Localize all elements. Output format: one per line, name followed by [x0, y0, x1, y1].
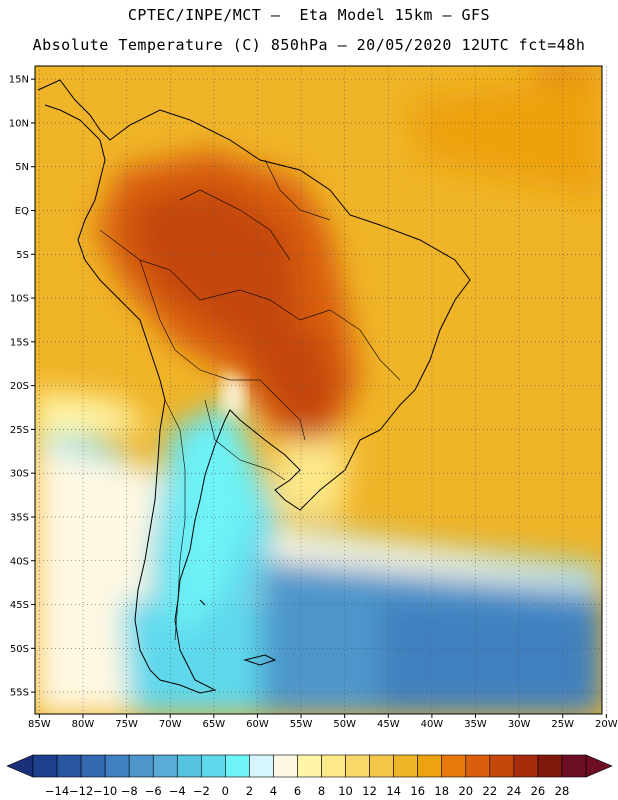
- lat-tick-label: 5S: [16, 250, 29, 261]
- colorbar-swatch: [249, 754, 274, 778]
- colorbar-swatch: [441, 754, 467, 778]
- lon-tick-label: 55W: [290, 719, 313, 730]
- colorbar-swatch: [104, 754, 130, 778]
- colorbar-label: −2: [193, 784, 210, 798]
- colorbar-swatch: [152, 754, 178, 778]
- colorbar-swatch: [489, 754, 515, 778]
- title-line-1: CPTEC/INPE/MCT – Eta Model 15km – GFS: [127, 6, 491, 24]
- colorbar-swatch: [128, 754, 154, 778]
- lat-tick-label: 25S: [10, 425, 29, 436]
- temperature-field: [35, 66, 602, 714]
- colorbar-label: 14: [386, 784, 401, 798]
- colorbar-label: 18: [434, 784, 449, 798]
- colorbar-label: 24: [507, 784, 522, 798]
- colorbar-swatch: [176, 754, 202, 778]
- lat-tick-label: 15N: [9, 75, 29, 86]
- colorbar-label: 12: [362, 784, 377, 798]
- lat-tick-label: 45S: [10, 600, 29, 611]
- lat-tick-label: 20S: [10, 381, 29, 392]
- lon-tick-label: 85W: [28, 719, 51, 730]
- lon-tick-label: 40W: [421, 719, 444, 730]
- colorbar-label: 10: [338, 784, 353, 798]
- lon-tick-label: 75W: [115, 719, 138, 730]
- map-frame: [34, 65, 603, 715]
- lon-tick-label: 35W: [464, 719, 487, 730]
- colorbar-swatch: [32, 754, 58, 778]
- lat-tick-label: 50S: [10, 644, 29, 655]
- lat-tick-label: 10N: [9, 118, 29, 129]
- colorbar-swatch: [513, 754, 539, 778]
- colorbar-label: −14: [45, 784, 69, 798]
- lon-tick-label: 65W: [203, 719, 226, 730]
- colorbar-label: 22: [483, 784, 498, 798]
- colorbar-label: −4: [169, 784, 186, 798]
- lat-tick-label: 5N: [15, 162, 29, 173]
- colorbar-label: 4: [270, 784, 277, 798]
- lon-tick-label: 70W: [159, 719, 182, 730]
- colorbar-swatch: [561, 754, 587, 778]
- colorbar-label: 0: [222, 784, 229, 798]
- colorbar-swatch: [465, 754, 491, 778]
- lat-tick-label: 10S: [10, 294, 29, 305]
- colorbar-swatch: [321, 754, 346, 778]
- lat-tick-label: 15S: [10, 337, 29, 348]
- lon-tick-label: 25W: [551, 719, 574, 730]
- colorbar-arrow-left: [6, 754, 34, 778]
- lat-tick-label: 35S: [10, 512, 29, 523]
- title-line-2: Absolute Temperature (C) 850hPa – 20/05/…: [32, 36, 586, 54]
- lon-tick-label: 20W: [595, 719, 618, 730]
- lon-tick-label: 45W: [377, 719, 400, 730]
- colorbar-swatch: [417, 754, 443, 778]
- lat-tick-label: 55S: [10, 688, 29, 699]
- lon-tick-label: 60W: [246, 719, 269, 730]
- colorbar-swatch: [80, 754, 106, 778]
- colorbar-label: 28: [555, 784, 570, 798]
- colorbar-label: 6: [294, 784, 301, 798]
- country-borders: [99, 159, 401, 641]
- colorbar-label: 8: [318, 784, 325, 798]
- lat-tick-label: 30S: [10, 469, 29, 480]
- colorbar-arrow-right: [585, 754, 613, 778]
- colorbar-label: −12: [69, 784, 93, 798]
- colorbar-label: 26: [531, 784, 546, 798]
- coastline: [37, 79, 471, 694]
- colorbar-label: 2: [246, 784, 253, 798]
- colorbar-swatch: [345, 754, 370, 778]
- colorbar-label: −8: [121, 784, 138, 798]
- colorbar-swatch: [56, 754, 82, 778]
- longitude-axis: 85W 80W 75W 70W 65W 60W 55W 50W 45W 40W 35W 30W 25W 2…: [28, 714, 618, 730]
- colorbar-label: 20: [458, 784, 473, 798]
- colorbar-label: −6: [145, 784, 162, 798]
- lon-tick-label: 50W: [333, 719, 356, 730]
- lat-tick-label: EQ: [15, 206, 29, 217]
- lon-tick-label: 80W: [72, 719, 95, 730]
- colorbar-swatch: [297, 754, 322, 778]
- colorbar-label: 16: [410, 784, 425, 798]
- colorbar-swatch: [225, 754, 250, 778]
- lon-tick-label: 30W: [508, 719, 531, 730]
- lat-lon-grid: [35, 66, 607, 714]
- lat-tick-label: 40S: [10, 556, 29, 567]
- colorbar-label: −10: [93, 784, 117, 798]
- colorbar-swatch: [273, 754, 298, 778]
- colorbar-swatch: [393, 754, 418, 778]
- latitude-axis: 15N 10N 5N EQ 5S 10S 15S 20S 25S 30S 35S 40S 45S 50S 5…: [9, 75, 35, 699]
- colorbar-swatch: [537, 754, 563, 778]
- colorbar-swatch: [369, 754, 394, 778]
- colorbar-swatch: [201, 754, 226, 778]
